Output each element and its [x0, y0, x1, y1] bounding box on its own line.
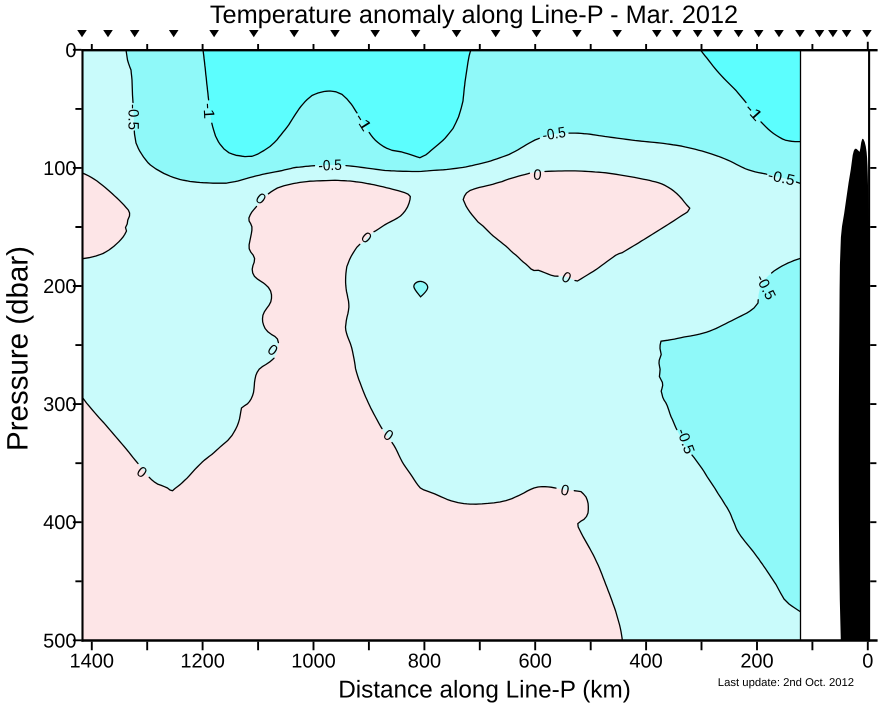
svg-text:100: 100: [43, 158, 76, 180]
svg-text:Pressure (dbar): Pressure (dbar): [2, 246, 35, 451]
svg-text:400: 400: [43, 512, 76, 534]
svg-text:Temperature anomaly along Line: Temperature anomaly along Line-P - Mar. …: [210, 1, 738, 29]
svg-text:0: 0: [65, 40, 76, 62]
svg-text:-0.5: -0.5: [318, 157, 342, 175]
svg-text:1400: 1400: [70, 651, 115, 673]
svg-text:0: 0: [559, 482, 571, 500]
svg-text:-0.5: -0.5: [766, 167, 796, 190]
svg-text:0: 0: [862, 651, 873, 673]
svg-text:300: 300: [43, 394, 76, 416]
svg-text:-1: -1: [199, 103, 217, 120]
svg-text:200: 200: [740, 651, 773, 673]
svg-text:600: 600: [519, 651, 552, 673]
svg-text:1200: 1200: [180, 651, 225, 673]
svg-text:-0.5: -0.5: [541, 124, 567, 144]
svg-text:Last update: 2nd Oct. 2012: Last update: 2nd Oct. 2012: [718, 677, 854, 689]
svg-text:500: 500: [43, 630, 76, 652]
svg-text:-0.5: -0.5: [124, 104, 141, 130]
svg-text:0: 0: [533, 166, 543, 184]
svg-text:Distance along Line-P (km): Distance along Line-P (km): [338, 677, 631, 704]
svg-text:800: 800: [408, 651, 441, 673]
svg-text:200: 200: [43, 276, 76, 298]
svg-text:1000: 1000: [291, 651, 336, 673]
svg-text:-1: -1: [351, 110, 375, 134]
svg-text:400: 400: [629, 651, 662, 673]
